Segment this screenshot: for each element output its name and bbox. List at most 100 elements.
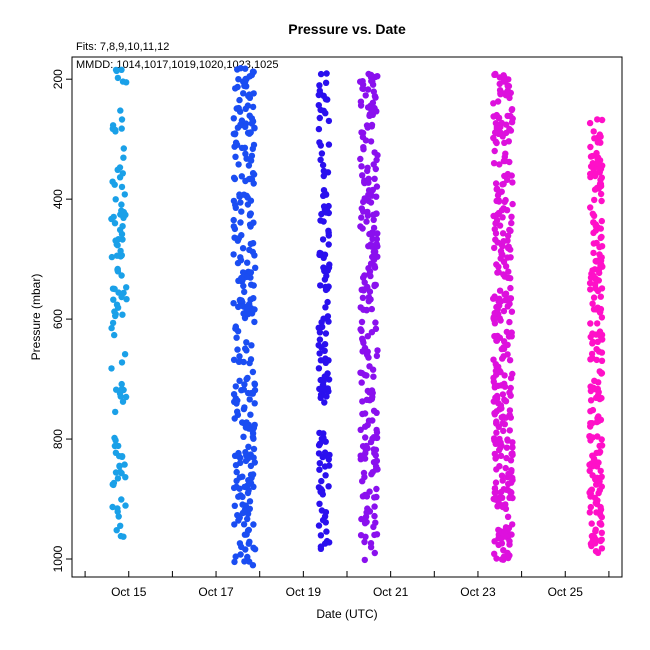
data-point	[507, 275, 514, 282]
data-point	[114, 242, 121, 249]
data-point	[318, 210, 325, 218]
data-point	[367, 138, 375, 145]
data-point	[598, 243, 606, 250]
data-point	[243, 531, 250, 538]
data-point	[232, 85, 239, 92]
data-point	[500, 271, 507, 278]
data-point	[114, 268, 122, 275]
data-point	[497, 298, 505, 305]
data-point	[590, 294, 598, 301]
data-point	[493, 418, 500, 425]
data-point	[232, 553, 239, 560]
data-point	[363, 396, 371, 403]
data-point	[118, 359, 126, 366]
data-point	[315, 125, 323, 133]
data-point	[230, 251, 237, 258]
data-point	[321, 540, 329, 547]
data-point	[369, 366, 377, 373]
data-point	[504, 486, 512, 494]
data-point	[230, 300, 237, 307]
data-point	[244, 201, 252, 208]
data-point	[118, 183, 126, 191]
data-point	[358, 214, 365, 221]
data-point	[247, 223, 254, 230]
data-point	[357, 223, 364, 230]
data-point	[594, 385, 601, 393]
data-point	[239, 501, 246, 508]
data-point	[240, 282, 247, 290]
data-point	[249, 562, 257, 569]
data-point	[494, 192, 502, 199]
data-point	[502, 414, 509, 421]
data-point	[591, 494, 599, 501]
data-point	[498, 540, 506, 547]
data-point	[121, 461, 128, 468]
data-point	[233, 141, 241, 148]
data-point	[251, 459, 258, 466]
y-axis: 200 400 600 800 1000	[51, 69, 72, 572]
data-point	[316, 87, 323, 95]
data-point	[592, 285, 599, 292]
data-point	[117, 211, 124, 218]
data-point	[320, 378, 327, 385]
data-point	[358, 379, 365, 386]
data-point	[505, 524, 513, 532]
data-point	[123, 296, 130, 303]
data-point	[591, 377, 598, 384]
data-point	[591, 196, 598, 204]
data-point	[508, 219, 515, 227]
data-point	[371, 503, 378, 510]
data-point	[594, 116, 601, 123]
data-point	[587, 204, 594, 211]
data-point	[118, 66, 125, 74]
data-point	[506, 537, 513, 545]
data-point	[326, 462, 333, 469]
data-point	[593, 160, 601, 167]
data-point	[509, 200, 516, 208]
data-point	[109, 481, 116, 488]
data-point	[370, 211, 377, 218]
data-point	[114, 475, 122, 482]
data-point	[233, 334, 240, 341]
data-point	[598, 116, 606, 124]
data-point	[231, 502, 238, 509]
data-point	[492, 236, 499, 243]
data-point	[491, 485, 499, 492]
data-point	[373, 485, 380, 493]
data-point	[592, 172, 599, 180]
data-point	[508, 213, 515, 220]
data-point	[246, 359, 253, 367]
data-point	[593, 418, 601, 426]
data-point	[372, 248, 379, 255]
data-point	[240, 90, 247, 97]
data-point	[509, 444, 516, 451]
data-point	[240, 521, 248, 528]
data-point	[120, 154, 127, 161]
data-point	[499, 391, 507, 398]
data-point	[316, 251, 323, 259]
data-point	[357, 326, 364, 333]
data-point	[317, 532, 325, 539]
data-point	[597, 293, 604, 300]
data-point	[499, 251, 506, 258]
data-point	[242, 150, 249, 157]
data-point	[250, 483, 257, 490]
data-point	[506, 407, 514, 414]
data-point	[325, 227, 332, 234]
data-point	[359, 133, 367, 141]
data-point	[596, 487, 603, 494]
data-point	[368, 305, 375, 313]
data-point	[122, 211, 129, 218]
data-point	[498, 534, 506, 541]
data-point	[117, 468, 124, 476]
data-point	[239, 473, 246, 480]
data-point	[250, 282, 257, 289]
data-point	[235, 453, 243, 460]
data-point	[251, 400, 258, 407]
data-point	[595, 413, 602, 420]
data-point	[370, 407, 378, 414]
data-point	[497, 452, 505, 459]
data-point	[586, 119, 594, 127]
data-point	[244, 102, 252, 109]
